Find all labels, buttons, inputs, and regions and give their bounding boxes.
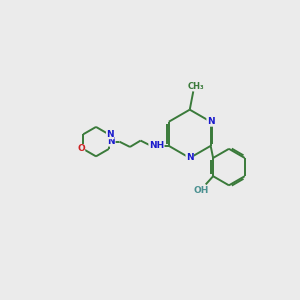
Text: N: N <box>106 130 114 139</box>
Text: O: O <box>77 145 85 154</box>
Text: N: N <box>207 117 214 126</box>
Text: CH₃: CH₃ <box>187 82 204 91</box>
Text: N: N <box>186 153 194 162</box>
Text: N: N <box>107 137 115 146</box>
Text: NH: NH <box>149 141 164 150</box>
Text: OH: OH <box>194 186 209 195</box>
